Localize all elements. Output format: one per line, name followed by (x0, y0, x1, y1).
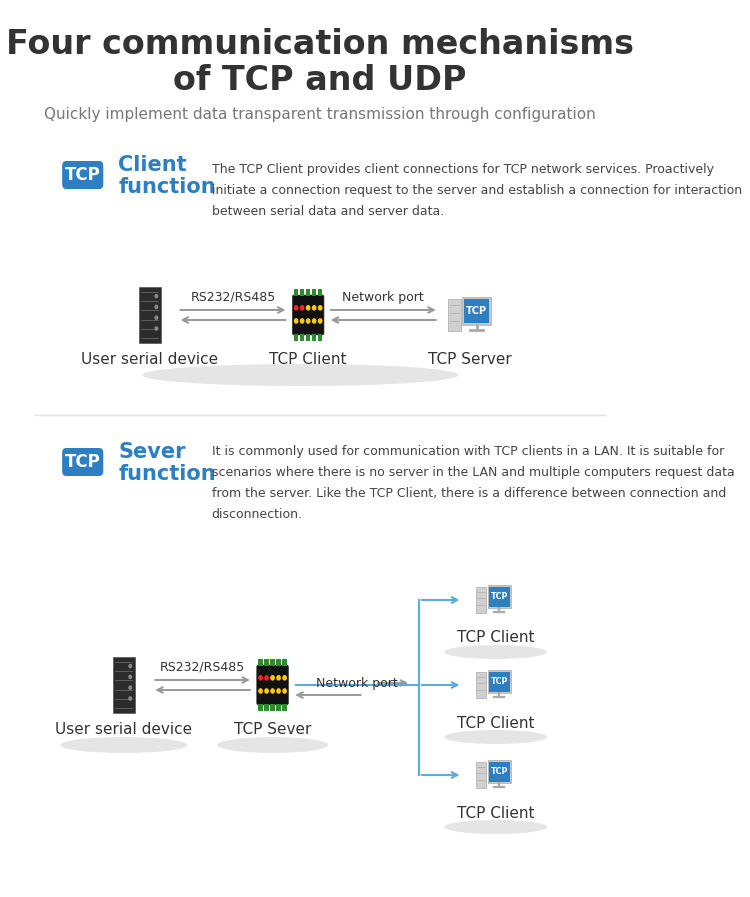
Bar (318, 290, 322, 296)
FancyBboxPatch shape (463, 297, 491, 325)
Ellipse shape (61, 737, 188, 753)
Circle shape (265, 675, 268, 680)
Text: TCP Client: TCP Client (457, 631, 535, 646)
Bar (300, 334, 304, 341)
Bar (448, 299, 460, 331)
Bar (489, 762, 510, 781)
Bar (489, 587, 510, 606)
Text: TCP: TCP (490, 677, 508, 686)
FancyBboxPatch shape (488, 585, 511, 608)
Text: It is commonly used for communication with TCP clients in a LAN. It is suitable : It is commonly used for communication wi… (211, 445, 734, 521)
Text: TCP: TCP (490, 767, 508, 776)
Text: Sever: Sever (118, 442, 186, 462)
Circle shape (271, 675, 274, 680)
Bar (306, 334, 310, 341)
Circle shape (313, 306, 316, 309)
Text: TCP: TCP (466, 306, 488, 316)
Circle shape (129, 675, 131, 678)
Circle shape (129, 686, 131, 689)
Bar (476, 587, 486, 614)
Text: function: function (118, 464, 216, 484)
FancyBboxPatch shape (488, 761, 511, 783)
Circle shape (277, 689, 280, 693)
Text: of TCP and UDP: of TCP and UDP (173, 64, 466, 97)
FancyBboxPatch shape (292, 295, 324, 335)
Bar (489, 672, 510, 692)
Text: TCP: TCP (64, 453, 101, 471)
Text: Client: Client (118, 155, 187, 175)
Text: TCP Sever: TCP Sever (234, 722, 311, 737)
Bar (264, 704, 268, 710)
Circle shape (259, 675, 262, 680)
Circle shape (319, 306, 322, 309)
Text: The TCP Client provides client connections for TCP network services. Proactively: The TCP Client provides client connectio… (211, 163, 742, 218)
Ellipse shape (444, 645, 547, 659)
Bar (258, 659, 262, 666)
Circle shape (301, 306, 304, 309)
Bar (294, 334, 298, 341)
Circle shape (277, 675, 280, 680)
Circle shape (283, 675, 286, 680)
Text: Network port: Network port (316, 676, 398, 690)
Ellipse shape (142, 364, 458, 386)
Circle shape (265, 689, 268, 693)
FancyBboxPatch shape (256, 665, 288, 705)
Text: RS232/RS485: RS232/RS485 (160, 660, 245, 674)
Bar (264, 659, 268, 666)
FancyBboxPatch shape (62, 448, 104, 476)
Text: TCP: TCP (64, 166, 101, 184)
Bar (318, 334, 322, 341)
Bar (476, 672, 486, 698)
Text: Four communication mechanisms: Four communication mechanisms (6, 29, 634, 62)
Bar (476, 762, 486, 788)
Circle shape (155, 305, 158, 309)
Text: User serial device: User serial device (56, 722, 193, 737)
Circle shape (283, 689, 286, 693)
Text: TCP: TCP (490, 592, 508, 601)
Text: TCP Client: TCP Client (457, 806, 535, 821)
Bar (276, 659, 280, 666)
Text: TCP Server: TCP Server (428, 353, 512, 368)
Bar (276, 704, 280, 710)
Circle shape (129, 697, 131, 701)
Circle shape (295, 306, 298, 309)
Text: TCP Client: TCP Client (457, 716, 535, 730)
Text: Quickly implement data transparent transmission through configuration: Quickly implement data transparent trans… (44, 108, 596, 123)
Circle shape (155, 294, 158, 298)
Circle shape (301, 319, 304, 323)
Ellipse shape (444, 820, 547, 834)
Bar (312, 290, 316, 296)
Bar (113, 658, 134, 713)
Bar (282, 704, 286, 710)
Circle shape (271, 689, 274, 693)
Bar (306, 290, 310, 296)
Circle shape (155, 327, 158, 330)
Bar (294, 290, 298, 296)
Circle shape (307, 306, 310, 309)
Text: function: function (118, 177, 216, 197)
Circle shape (295, 319, 298, 323)
Text: Network port: Network port (343, 291, 424, 303)
FancyBboxPatch shape (62, 161, 104, 189)
Circle shape (307, 319, 310, 323)
Bar (140, 287, 160, 343)
Text: RS232/RS485: RS232/RS485 (190, 291, 276, 303)
Circle shape (319, 319, 322, 323)
Bar (312, 334, 316, 341)
Ellipse shape (444, 730, 547, 744)
Bar (282, 659, 286, 666)
Bar (270, 704, 274, 710)
Circle shape (155, 316, 158, 319)
Bar (464, 299, 489, 323)
Circle shape (259, 689, 262, 693)
FancyBboxPatch shape (488, 670, 511, 693)
Circle shape (313, 319, 316, 323)
Circle shape (129, 665, 131, 667)
Bar (300, 290, 304, 296)
Bar (270, 659, 274, 666)
Ellipse shape (217, 737, 328, 753)
Text: TCP Client: TCP Client (269, 353, 347, 368)
Text: User serial device: User serial device (82, 353, 218, 368)
Bar (258, 704, 262, 710)
